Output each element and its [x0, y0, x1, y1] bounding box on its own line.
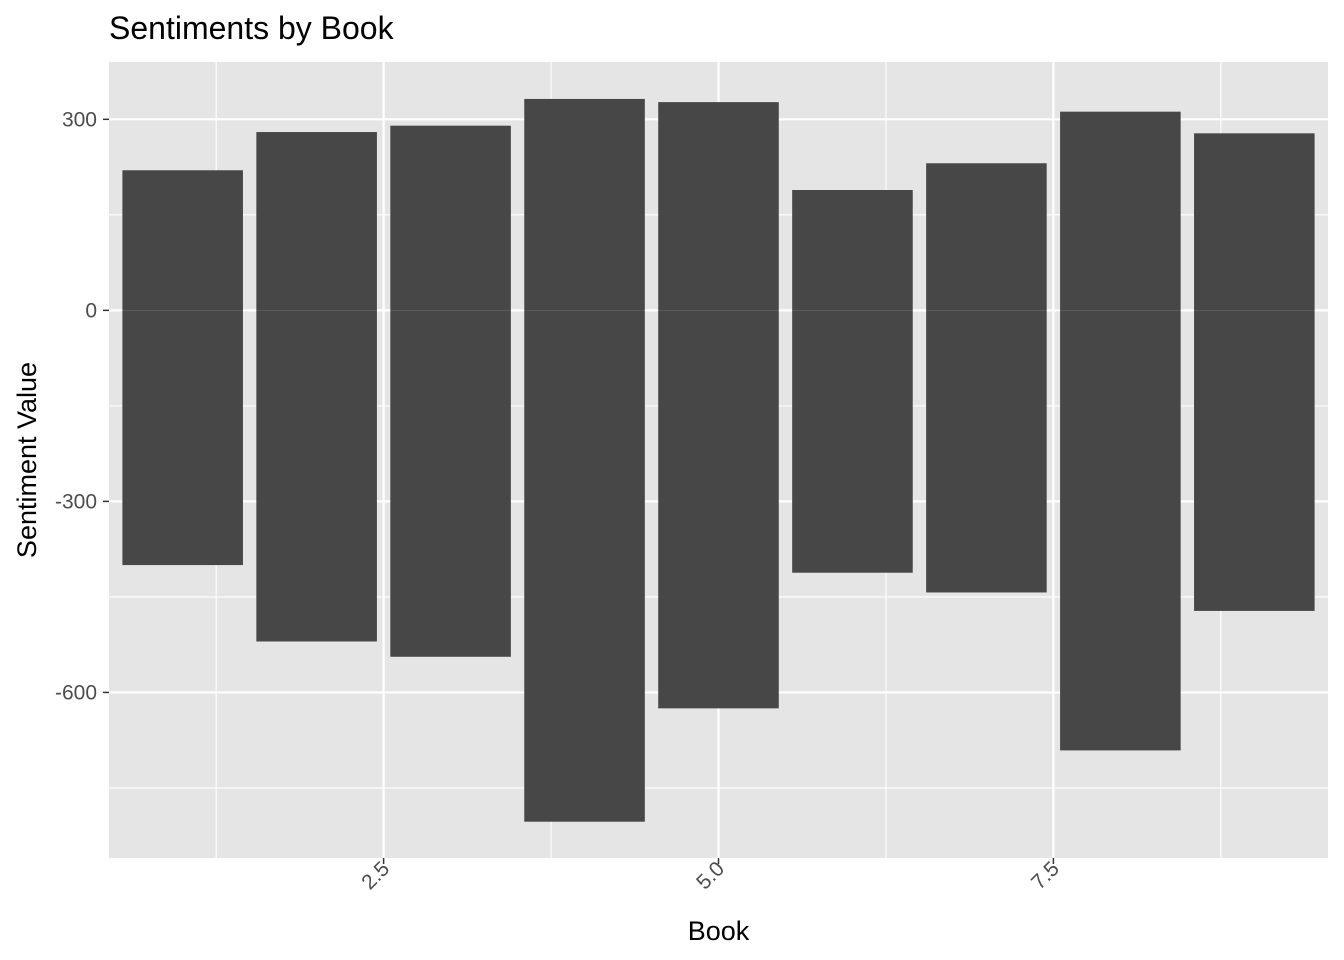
x-tick-label: 7.5 [1027, 857, 1064, 894]
bar-positive [658, 102, 779, 311]
bar-positive [256, 132, 377, 311]
x-tick-label: 2.5 [357, 857, 394, 894]
bar-negative [256, 310, 377, 642]
bar-positive [122, 170, 243, 311]
bar-negative [1060, 310, 1181, 751]
bar-negative [390, 310, 511, 657]
chart-title: Sentiments by Book [109, 10, 395, 46]
bar-negative [658, 310, 779, 709]
bar-positive [390, 125, 511, 311]
x-tick-label: 5.0 [692, 857, 729, 894]
bar-positive [524, 98, 645, 311]
y-tick-label: -600 [55, 681, 97, 704]
bar-negative [792, 310, 913, 573]
y-axis: 300 0 -300 -600 [55, 108, 109, 704]
bar-positive [926, 163, 1047, 311]
y-axis-title: Sentiment Value [12, 362, 42, 558]
x-axis-title: Book [688, 916, 750, 946]
bar-negative [122, 310, 243, 566]
y-tick-label: 300 [62, 108, 97, 131]
y-tick-label: -300 [55, 490, 97, 513]
bars [122, 98, 1315, 822]
bar-positive [1194, 133, 1315, 311]
bar-negative [1194, 310, 1315, 611]
bar-positive [1060, 111, 1181, 311]
bar-negative [524, 310, 645, 822]
y-tick-label: 0 [85, 299, 97, 322]
x-axis: 2.5 5.0 7.5 [357, 857, 1064, 894]
bar-negative [926, 310, 1047, 593]
bar-positive [792, 189, 913, 311]
